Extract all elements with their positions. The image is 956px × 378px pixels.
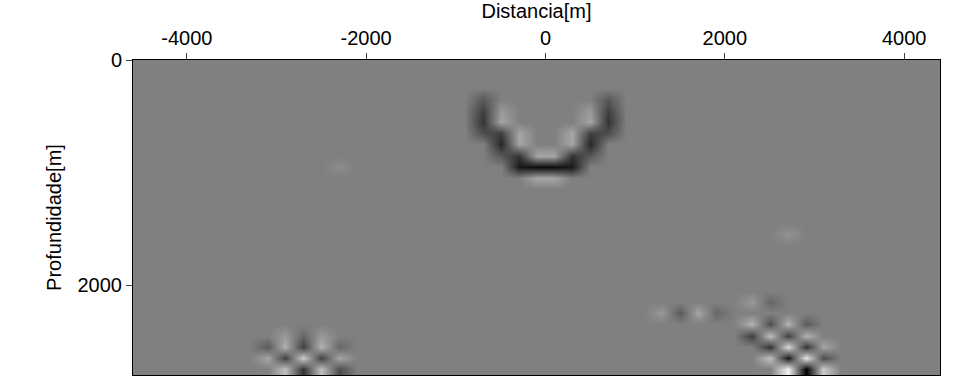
- svg-text:-2000: -2000: [341, 27, 392, 49]
- svg-text:4000: 4000: [882, 27, 927, 49]
- svg-text:Profundidade[m]: Profundidade[m]: [43, 144, 65, 291]
- svg-text:2000: 2000: [78, 274, 123, 296]
- svg-text:-4000: -4000: [161, 27, 212, 49]
- svg-text:2000: 2000: [703, 27, 748, 49]
- svg-text:Distancia[m]: Distancia[m]: [481, 0, 591, 22]
- svg-text:0: 0: [540, 27, 551, 49]
- svg-text:0: 0: [111, 49, 122, 71]
